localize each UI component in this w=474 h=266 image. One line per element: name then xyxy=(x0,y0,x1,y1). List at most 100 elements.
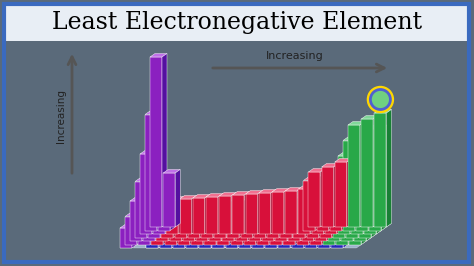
Polygon shape xyxy=(349,241,366,244)
Polygon shape xyxy=(264,202,269,248)
Polygon shape xyxy=(191,210,208,214)
Polygon shape xyxy=(209,207,221,241)
Polygon shape xyxy=(166,231,183,234)
Polygon shape xyxy=(186,219,198,248)
Polygon shape xyxy=(160,198,165,238)
Polygon shape xyxy=(267,234,284,238)
Polygon shape xyxy=(299,189,310,234)
Polygon shape xyxy=(158,182,170,231)
Polygon shape xyxy=(224,204,229,248)
Polygon shape xyxy=(244,206,261,210)
Polygon shape xyxy=(259,231,276,234)
Polygon shape xyxy=(355,175,366,241)
Polygon shape xyxy=(274,200,279,241)
Polygon shape xyxy=(218,193,223,234)
Polygon shape xyxy=(135,234,152,238)
Polygon shape xyxy=(372,156,376,238)
Polygon shape xyxy=(256,206,261,244)
Polygon shape xyxy=(288,206,301,241)
Polygon shape xyxy=(162,206,173,238)
Polygon shape xyxy=(239,211,256,215)
Polygon shape xyxy=(151,241,168,244)
Polygon shape xyxy=(257,205,274,209)
Polygon shape xyxy=(262,200,279,203)
Polygon shape xyxy=(355,137,360,231)
Polygon shape xyxy=(239,244,256,248)
Polygon shape xyxy=(310,241,327,244)
Polygon shape xyxy=(305,244,322,248)
Polygon shape xyxy=(158,207,164,248)
Polygon shape xyxy=(318,244,335,248)
Polygon shape xyxy=(138,217,155,221)
Polygon shape xyxy=(297,206,314,210)
Polygon shape xyxy=(361,223,378,227)
Polygon shape xyxy=(301,202,305,241)
Polygon shape xyxy=(243,207,247,244)
Polygon shape xyxy=(275,198,292,202)
Polygon shape xyxy=(334,164,338,227)
Polygon shape xyxy=(158,179,175,182)
Polygon shape xyxy=(190,211,195,244)
Polygon shape xyxy=(239,207,251,248)
Polygon shape xyxy=(277,202,282,248)
Polygon shape xyxy=(196,208,208,241)
Polygon shape xyxy=(335,223,352,227)
Polygon shape xyxy=(270,204,287,207)
Polygon shape xyxy=(150,53,167,57)
Polygon shape xyxy=(365,144,376,234)
Polygon shape xyxy=(272,231,289,234)
Text: Increasing: Increasing xyxy=(266,51,324,61)
Polygon shape xyxy=(222,206,235,241)
Polygon shape xyxy=(325,179,337,234)
Polygon shape xyxy=(143,207,160,211)
Polygon shape xyxy=(315,193,332,196)
Polygon shape xyxy=(204,213,216,244)
Polygon shape xyxy=(162,202,178,206)
Polygon shape xyxy=(282,204,287,244)
Polygon shape xyxy=(146,207,164,211)
Polygon shape xyxy=(246,194,257,234)
Polygon shape xyxy=(153,231,170,234)
Polygon shape xyxy=(330,227,347,231)
Polygon shape xyxy=(130,197,147,201)
Polygon shape xyxy=(253,196,257,238)
Polygon shape xyxy=(150,217,155,244)
Polygon shape xyxy=(239,203,256,207)
Polygon shape xyxy=(245,192,249,234)
Polygon shape xyxy=(163,223,180,227)
Polygon shape xyxy=(186,206,203,209)
Polygon shape xyxy=(160,210,172,248)
Polygon shape xyxy=(209,238,226,241)
Polygon shape xyxy=(287,198,292,241)
Polygon shape xyxy=(226,244,243,248)
Polygon shape xyxy=(348,122,365,125)
Polygon shape xyxy=(321,167,334,227)
Polygon shape xyxy=(323,202,335,244)
Polygon shape xyxy=(251,211,256,248)
Polygon shape xyxy=(346,234,363,238)
Polygon shape xyxy=(315,177,320,231)
Polygon shape xyxy=(239,215,251,248)
Polygon shape xyxy=(285,188,302,191)
Polygon shape xyxy=(216,209,221,244)
Polygon shape xyxy=(249,201,266,204)
Polygon shape xyxy=(359,234,376,238)
Polygon shape xyxy=(279,194,284,238)
Polygon shape xyxy=(297,241,314,244)
Polygon shape xyxy=(206,197,218,234)
Polygon shape xyxy=(320,188,332,238)
Polygon shape xyxy=(321,223,338,227)
Polygon shape xyxy=(152,151,157,234)
Polygon shape xyxy=(346,165,358,238)
Polygon shape xyxy=(173,217,190,220)
Polygon shape xyxy=(332,184,337,238)
Polygon shape xyxy=(173,244,190,248)
Polygon shape xyxy=(301,238,319,241)
Polygon shape xyxy=(150,57,162,227)
Polygon shape xyxy=(160,218,177,221)
Polygon shape xyxy=(348,193,353,244)
Polygon shape xyxy=(198,215,203,248)
Polygon shape xyxy=(135,178,152,181)
Polygon shape xyxy=(170,206,187,210)
Polygon shape xyxy=(305,194,310,238)
